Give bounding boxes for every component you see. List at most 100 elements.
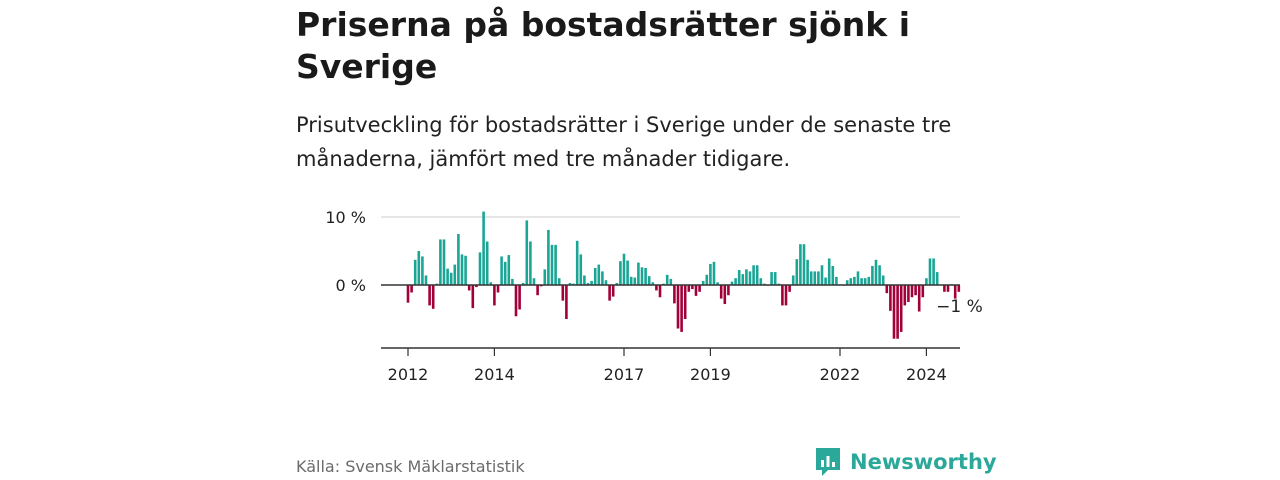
bar [781,285,784,306]
bar [413,259,417,285]
bar [773,272,777,285]
bar [723,285,727,305]
bar [608,285,611,301]
bar [611,285,615,297]
bar [619,261,622,285]
bar [806,259,809,285]
bar [482,211,485,285]
bar [622,253,626,285]
bar [471,285,475,309]
bar [871,265,874,285]
axis-labels: 0 % 10 % 2012 2014 2017 2019 2022 2024 −1 % [325,208,982,384]
bar [565,285,568,319]
bar [514,285,518,317]
bar [417,251,421,285]
bar [633,277,637,285]
bar [554,244,557,285]
bar [889,285,892,311]
bar [449,272,453,285]
bar [694,285,698,296]
bar [575,240,579,285]
bar [860,278,863,285]
bar [583,275,586,285]
bar [784,285,788,306]
bar [637,262,640,285]
bar [579,254,583,285]
bar [752,265,755,285]
bar [503,261,507,285]
bar [698,285,701,292]
bar [590,280,593,285]
bar [547,229,550,285]
bar [748,271,752,285]
bar [878,265,881,285]
bar [745,269,748,285]
bar [813,271,817,285]
bar [791,275,795,285]
bar [532,278,536,285]
newsworthy-logo-icon [816,448,840,476]
bar [568,282,572,285]
bar [795,259,799,285]
bar [946,285,950,292]
bar [521,282,525,285]
bar [802,244,806,285]
bar [716,282,719,285]
bar [457,234,460,285]
bar [917,285,921,312]
bar [907,285,910,302]
x-tick-label: 2014 [474,365,515,384]
bar [475,285,478,288]
bar [687,285,691,292]
bar [511,278,514,285]
bar [410,285,413,293]
y-tick-label: 10 % [325,208,366,227]
bar [817,271,820,285]
bar-chart: 0 % 10 % 2012 2014 2017 2019 2022 2024 −1 % [325,208,982,384]
bar [601,271,604,285]
x-tick-label: 2012 [388,365,429,384]
bar [453,264,457,285]
y-tick-label: 0 % [336,276,366,295]
bar [673,285,676,304]
bar [665,274,669,285]
bar [431,285,435,309]
bar [629,276,633,285]
source-note: Källa: Svensk Mäklarstatistik [296,457,525,476]
bar [845,280,849,285]
bar [493,285,496,306]
chart-title: Priserna på bostadsrätter sjönk i Sverig… [296,5,911,86]
bar [957,285,961,292]
bar [727,285,730,296]
bar [730,281,734,285]
bar [500,256,503,285]
bar [953,285,957,299]
bar [788,285,791,292]
bar [561,285,565,301]
bar [831,265,835,285]
bar [421,256,424,285]
bar [863,278,867,285]
bar [910,285,914,298]
bar [489,282,493,285]
bar [460,254,464,285]
bar [928,258,932,285]
bar [914,285,917,296]
bar [647,276,651,285]
bar [892,285,896,339]
bar [809,271,813,285]
bar [464,255,467,285]
bar [615,282,619,285]
bar [680,285,683,332]
bar [676,285,680,329]
bar [925,278,928,285]
bar [874,259,878,285]
newsworthy-logo: Newsworthy [814,446,997,478]
bar [709,263,712,285]
bar [439,239,442,285]
bar [478,252,482,285]
bar [640,267,644,285]
bar [658,285,662,298]
bar [604,280,608,285]
bar [827,258,831,285]
